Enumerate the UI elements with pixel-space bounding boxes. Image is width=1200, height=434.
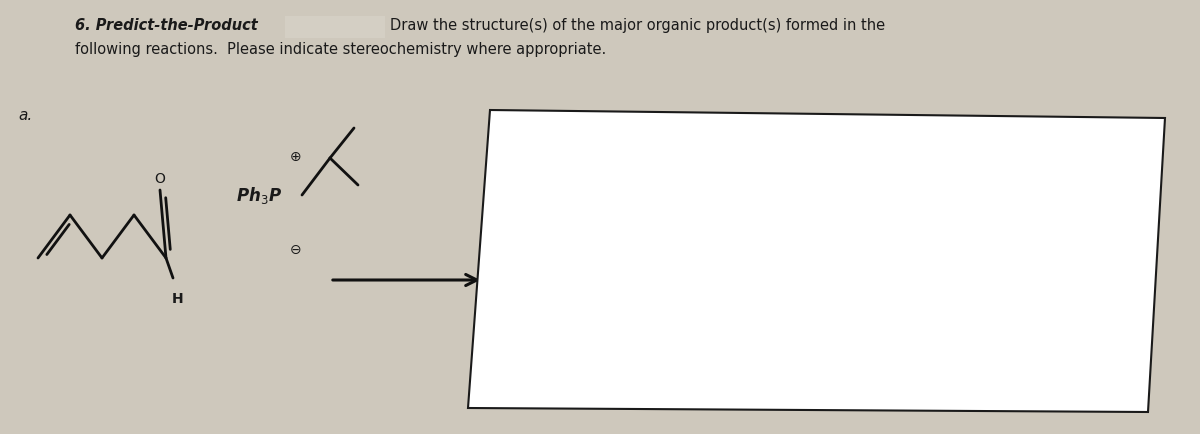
- Text: following reactions.  Please indicate stereochemistry where appropriate.: following reactions. Please indicate ste…: [74, 42, 606, 57]
- Text: a.: a.: [18, 108, 32, 123]
- Text: 6. Predict-the-Product: 6. Predict-the-Product: [74, 18, 258, 33]
- Text: Draw the structure(s) of the major organic product(s) formed in the: Draw the structure(s) of the major organ…: [390, 18, 886, 33]
- Text: Ph$_3$P: Ph$_3$P: [236, 184, 282, 206]
- Text: ⊖: ⊖: [290, 243, 302, 257]
- Bar: [286, 16, 385, 38]
- Text: O: O: [155, 172, 166, 186]
- Polygon shape: [468, 110, 1165, 412]
- Text: H: H: [172, 292, 184, 306]
- Text: ⊕: ⊕: [290, 150, 302, 164]
